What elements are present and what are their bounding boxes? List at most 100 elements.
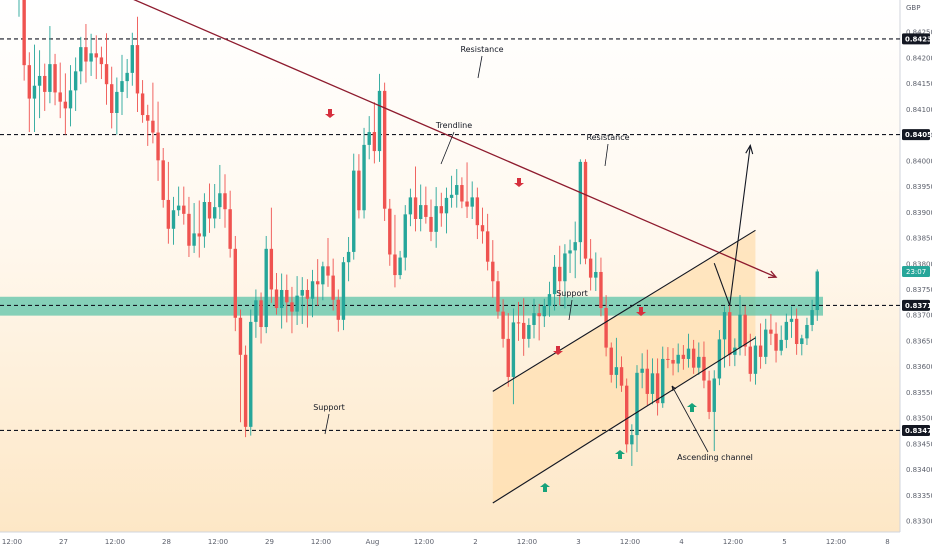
candle-body bbox=[583, 161, 588, 259]
candle-body bbox=[748, 346, 752, 374]
candle bbox=[372, 102, 377, 164]
candle-body bbox=[758, 345, 763, 357]
candle-body bbox=[22, 0, 26, 66]
candle-body bbox=[537, 313, 541, 317]
candle-body bbox=[532, 313, 536, 325]
candle bbox=[764, 318, 768, 365]
candle-body bbox=[48, 64, 52, 92]
candle bbox=[176, 186, 181, 216]
candle bbox=[63, 73, 68, 135]
candle-body bbox=[501, 311, 505, 339]
candle bbox=[743, 305, 747, 356]
candle-body bbox=[552, 266, 557, 295]
candle-body bbox=[625, 385, 629, 445]
price-axis[interactable]: 0.842500.842000.841500.841000.840500.840… bbox=[906, 29, 932, 526]
candle-body bbox=[316, 281, 320, 285]
candle-body bbox=[614, 367, 619, 375]
candle-body bbox=[362, 144, 366, 211]
candle-body bbox=[290, 302, 294, 312]
x-tick-label: 12:00 bbox=[105, 538, 125, 546]
candle-body bbox=[243, 354, 248, 427]
x-tick-label: 28 bbox=[162, 538, 171, 546]
level-price-tag[interactable]: 0.83719 bbox=[902, 299, 932, 311]
candle bbox=[321, 261, 325, 301]
candle-body bbox=[676, 354, 680, 364]
level-price-tag[interactable]: 0.84051 bbox=[902, 129, 932, 141]
x-tick-label: 8 bbox=[885, 538, 889, 546]
candle-body bbox=[743, 314, 747, 347]
candle bbox=[285, 274, 289, 323]
candle bbox=[264, 235, 268, 334]
candle bbox=[630, 424, 634, 466]
time-axis[interactable]: 12:00 27 12:00 28 12:00 29 12:00 Aug 12:00 2 12:00… bbox=[2, 538, 890, 546]
candle-body bbox=[619, 367, 624, 386]
candle-body bbox=[115, 91, 119, 114]
channel-lower-line[interactable] bbox=[492, 337, 756, 504]
candle bbox=[388, 198, 392, 266]
candle-body bbox=[130, 45, 134, 73]
candle bbox=[522, 298, 526, 356]
x-tick-label: 4 bbox=[679, 538, 684, 546]
candle bbox=[810, 299, 814, 332]
candle-body bbox=[99, 57, 104, 65]
candle-body bbox=[650, 373, 655, 394]
candle-body bbox=[367, 132, 371, 145]
x-tick-label: Aug bbox=[366, 538, 380, 546]
candle-body bbox=[738, 314, 742, 348]
candle-body bbox=[496, 281, 500, 312]
candle bbox=[279, 273, 284, 329]
candle bbox=[377, 73, 382, 162]
candle-body bbox=[176, 205, 181, 211]
candle bbox=[249, 309, 253, 436]
candle-body bbox=[789, 318, 794, 322]
projection-path[interactable] bbox=[713, 145, 751, 306]
x-tick-label: 12:00 bbox=[723, 538, 743, 546]
trendline[interactable] bbox=[19, 0, 777, 278]
candle bbox=[640, 353, 644, 389]
candle-body bbox=[249, 321, 253, 427]
candle-body bbox=[558, 266, 562, 282]
candle-body bbox=[455, 185, 459, 195]
candle bbox=[604, 295, 608, 357]
channel-upper-line[interactable] bbox=[492, 229, 756, 392]
candle-body bbox=[460, 185, 464, 202]
candle-body bbox=[630, 435, 634, 445]
candle bbox=[516, 301, 521, 341]
candle bbox=[357, 154, 361, 219]
candle-body bbox=[233, 248, 237, 318]
candle bbox=[290, 286, 294, 334]
candle bbox=[79, 36, 83, 85]
candle bbox=[413, 166, 418, 232]
x-tick-label: 12:00 bbox=[2, 538, 22, 546]
candle-body bbox=[84, 47, 88, 62]
candle-body bbox=[691, 348, 696, 368]
candle bbox=[161, 147, 165, 208]
candle bbox=[671, 348, 675, 376]
candle bbox=[238, 309, 243, 423]
candle-body bbox=[104, 64, 109, 85]
candle-body bbox=[542, 305, 546, 317]
candle bbox=[511, 308, 516, 405]
current-price-tag: 23:07 bbox=[902, 265, 930, 277]
candle bbox=[295, 276, 299, 325]
candle-body bbox=[635, 372, 639, 436]
level-price-tag[interactable]: 0.83476 bbox=[902, 424, 932, 436]
candle bbox=[73, 57, 78, 111]
candle bbox=[156, 101, 160, 181]
candle-body bbox=[707, 380, 711, 412]
annotation-leaders bbox=[324, 55, 709, 453]
level-price-text: 0.84051 bbox=[905, 131, 932, 139]
candle-body bbox=[238, 317, 243, 355]
candle-body bbox=[753, 345, 758, 374]
candle bbox=[37, 50, 42, 119]
level-price-tag[interactable]: 0.84237 bbox=[902, 33, 932, 45]
candle bbox=[218, 164, 222, 219]
candle bbox=[449, 175, 454, 208]
candle-body bbox=[599, 271, 603, 308]
resistance-label-top: Resistance bbox=[460, 45, 503, 54]
candle bbox=[542, 298, 546, 328]
